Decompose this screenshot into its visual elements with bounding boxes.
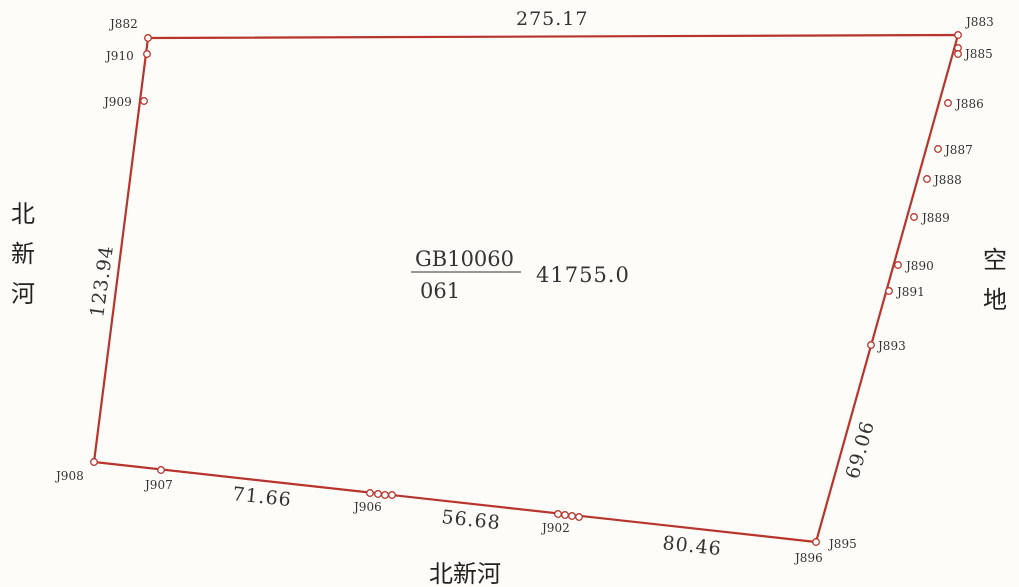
vertex-j906a (366, 489, 374, 497)
vertex-j890 (894, 261, 902, 269)
vertex-j907 (157, 466, 165, 474)
vertex-j902c (568, 512, 576, 520)
vertex-j887 (934, 145, 942, 153)
vertex-j902d (575, 513, 583, 521)
vertex-markers (90, 31, 962, 546)
vertex-j896 (812, 538, 820, 546)
label-j889: J889 (920, 211, 950, 225)
vertex-j906b (374, 490, 382, 498)
vertex-j886 (944, 99, 952, 107)
label-j910: J910 (104, 49, 134, 63)
label-j902: J902 (540, 521, 570, 535)
label-j891: J891 (895, 285, 925, 299)
label-j895: J895 (827, 537, 857, 551)
label-j887: J887 (943, 143, 973, 157)
vertex-j908 (90, 458, 98, 466)
parcel-id-bottom: 061 (420, 279, 460, 303)
parcel-area: 41755.0 (536, 263, 630, 287)
neighbor-east: 空 地 (983, 246, 1015, 314)
point-labels: J882 J910 J909 J908 J907 J906 J902 J896 … (54, 15, 994, 565)
vertex-j889 (910, 213, 918, 221)
label-j882: J882 (108, 17, 138, 31)
vertex-j893 (867, 341, 875, 349)
vertex-j902a (554, 510, 562, 518)
vertex-j902b (561, 511, 569, 519)
label-j885: J885 (963, 47, 993, 61)
length-top: 275.17 (516, 8, 588, 30)
neighbor-west: 北 新 河 (11, 200, 43, 308)
vertex-j883 (954, 31, 962, 39)
vertex-j906c (381, 491, 389, 499)
neighbor-labels: 北 新 河 空 地 北新河 (11, 200, 1015, 587)
vertex-j910 (143, 50, 151, 58)
vertex-j888 (923, 175, 931, 183)
label-j908: J908 (54, 469, 84, 483)
vertex-j891 (885, 287, 893, 295)
label-j893: J893 (876, 339, 906, 353)
vertex-j882 (144, 34, 152, 42)
label-j906: J906 (352, 500, 382, 514)
parcel-info: GB10060 061 41755.0 (411, 247, 630, 303)
label-j907: J907 (143, 478, 173, 492)
parcel-id-top: GB10060 (415, 247, 514, 271)
vertex-j906d (388, 491, 396, 499)
label-j909: J909 (102, 95, 132, 109)
label-j883: J883 (964, 15, 994, 29)
label-j888: J888 (932, 173, 962, 187)
neighbor-south: 北新河 (429, 560, 501, 587)
label-j886: J886 (954, 97, 984, 111)
vertex-j885b (954, 50, 962, 58)
vertex-j909 (140, 97, 148, 105)
label-j896: J896 (793, 551, 823, 565)
label-j890: J890 (904, 259, 934, 273)
